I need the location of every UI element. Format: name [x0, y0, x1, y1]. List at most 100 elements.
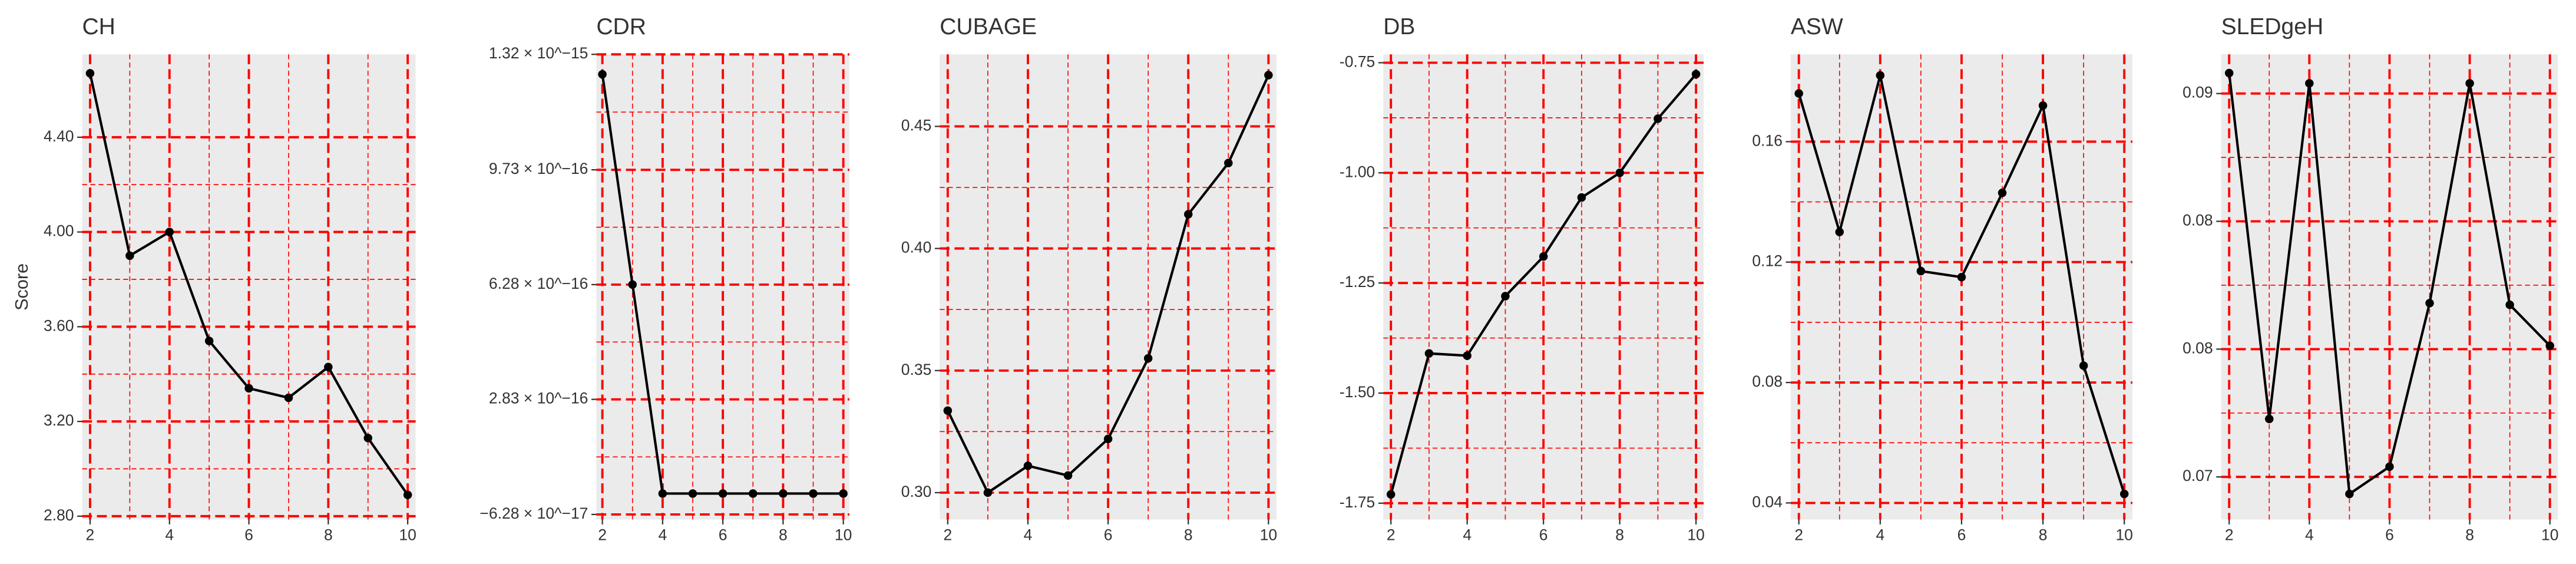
point — [628, 280, 637, 289]
x-tick-label: 2 — [2225, 526, 2234, 543]
x-tick-label: 4 — [1024, 526, 1033, 543]
point — [204, 337, 214, 345]
point — [1835, 227, 1844, 236]
point — [688, 489, 697, 498]
y-tick-label: 0.09 — [2183, 84, 2213, 101]
panel-background — [1790, 54, 2132, 520]
point — [2265, 414, 2274, 424]
point — [1654, 114, 1662, 123]
y-tick-label: 0.08 — [2183, 339, 2213, 357]
y-tick-label: 2.80 — [44, 506, 74, 524]
point — [1264, 71, 1273, 80]
point — [1463, 351, 1471, 360]
point — [1998, 188, 2007, 197]
point — [2385, 462, 2394, 471]
point — [1224, 159, 1233, 167]
y-tick-label: 0.35 — [901, 361, 932, 378]
point — [1577, 193, 1586, 202]
y-tick-label: 0.30 — [901, 483, 932, 500]
point — [1501, 292, 1510, 301]
point — [1539, 252, 1548, 261]
point — [2345, 489, 2354, 499]
point — [2425, 299, 2434, 308]
chart-title: SLEDgeH — [2221, 14, 2324, 39]
x-tick-label: 8 — [2465, 526, 2474, 543]
x-tick-label: 4 — [2305, 526, 2314, 543]
point — [1143, 354, 1153, 363]
y-tick-label: 3.60 — [44, 316, 74, 334]
y-tick-label: −6.28 × 10^−17 — [480, 504, 588, 522]
x-tick-label: 2 — [86, 526, 95, 543]
panel-background — [82, 54, 416, 520]
point — [1424, 349, 1434, 358]
point — [1386, 490, 1396, 499]
x-tick-label: 8 — [2039, 526, 2048, 543]
y-tick-label: 3.20 — [44, 411, 74, 429]
x-tick-label: 6 — [244, 526, 253, 543]
x-tick-label: 4 — [658, 526, 667, 543]
x-tick-label: 6 — [1539, 526, 1548, 543]
y-tick-label: 0.40 — [901, 239, 932, 256]
point — [1691, 70, 1701, 79]
point — [1023, 461, 1033, 470]
point — [2465, 79, 2474, 88]
point — [363, 434, 372, 443]
y-tick-label: 4.00 — [44, 222, 74, 240]
x-tick-label: 2 — [1387, 526, 1396, 543]
point — [403, 490, 412, 499]
point — [983, 488, 993, 497]
x-tick-label: 10 — [1260, 526, 1277, 543]
point — [244, 384, 253, 393]
point — [1183, 210, 1193, 219]
x-tick-label: 8 — [779, 526, 788, 543]
y-tick-label: -1.00 — [1340, 163, 1375, 180]
point — [779, 489, 788, 498]
y-tick-label: 0.04 — [1752, 493, 1783, 510]
x-tick-label: 8 — [1615, 526, 1624, 543]
y-tick-label: 6.28 × 10^−16 — [489, 275, 588, 292]
x-tick-label: 8 — [1184, 526, 1193, 543]
y-tick-label: 1.32 × 10^−15 — [489, 44, 588, 62]
panel-background — [1383, 54, 1704, 520]
x-tick-label: 2 — [598, 526, 607, 543]
point — [658, 489, 667, 498]
point — [125, 251, 134, 260]
x-tick-label: 4 — [1876, 526, 1884, 543]
point — [2224, 68, 2234, 78]
point — [284, 393, 293, 403]
y-tick-label: 9.73 × 10^−16 — [489, 160, 588, 177]
y-tick-label: -1.75 — [1340, 493, 1375, 511]
chart-title: CDR — [596, 14, 646, 39]
y-tick-label: 0.16 — [1752, 131, 1783, 149]
point — [1957, 273, 1966, 282]
y-tick-label: 2.83 × 10^−16 — [489, 390, 588, 407]
point — [809, 489, 818, 498]
x-tick-label: 10 — [2541, 526, 2558, 543]
y-tick-label: -1.50 — [1340, 383, 1375, 401]
point — [165, 227, 174, 236]
point — [2079, 361, 2088, 370]
point — [85, 69, 95, 78]
x-tick-label: 10 — [399, 526, 416, 543]
point — [839, 489, 848, 498]
x-tick-label: 8 — [324, 526, 333, 543]
point — [1876, 71, 1885, 80]
x-tick-label: 2 — [1794, 526, 1803, 543]
chart-title: CUBAGE — [940, 14, 1037, 39]
x-tick-label: 10 — [835, 526, 852, 543]
y-axis-label: Score — [12, 263, 32, 311]
chart-title: ASW — [1791, 14, 1843, 39]
point — [2305, 79, 2314, 88]
point — [1063, 471, 1073, 480]
y-tick-label: -0.75 — [1340, 52, 1375, 70]
point — [1103, 434, 1113, 444]
point — [943, 406, 953, 415]
chart-title: CH — [82, 14, 115, 39]
point — [2038, 101, 2048, 110]
point — [748, 489, 758, 498]
point — [2119, 489, 2129, 499]
y-tick-label: 0.08 — [1752, 372, 1783, 390]
x-tick-label: 6 — [1957, 526, 1966, 543]
